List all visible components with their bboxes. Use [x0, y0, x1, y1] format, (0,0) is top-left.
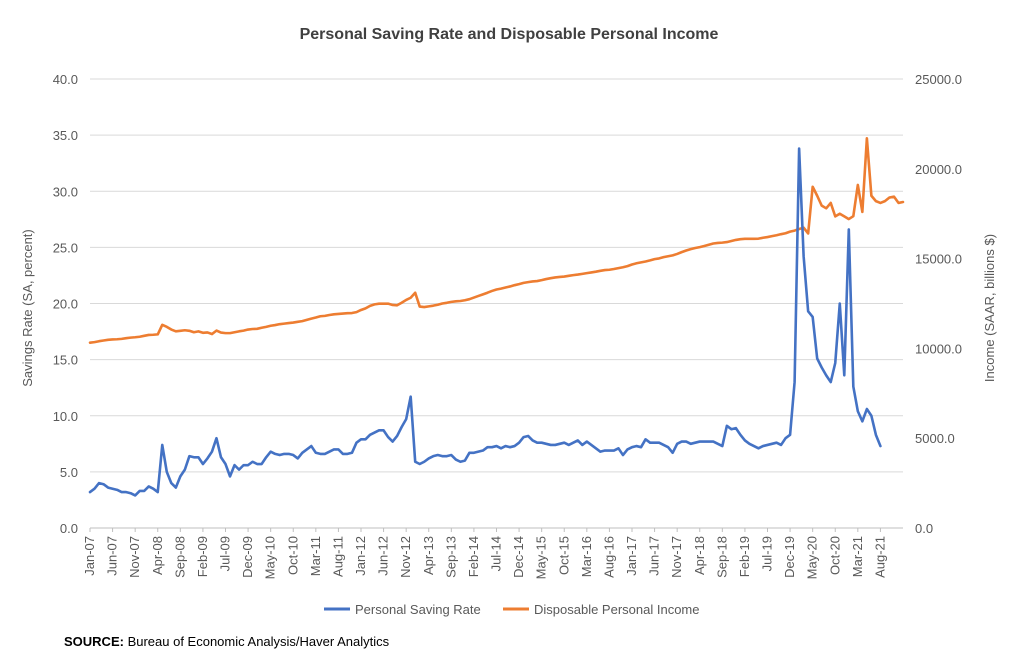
legend-label-disposable-income: Disposable Personal Income: [534, 602, 699, 617]
x-tick-label: Sep-13: [443, 536, 458, 578]
x-tick-label: Jul-14: [489, 536, 504, 571]
x-tick-label: Sep-18: [714, 536, 729, 578]
x-tick-label: Jun-07: [105, 536, 120, 576]
x-tick-label: May-10: [263, 536, 278, 579]
x-tick-label: Oct-20: [827, 536, 842, 575]
left-tick-label: 10.0: [53, 409, 78, 424]
left-tick-label: 20.0: [53, 297, 78, 312]
x-tick-label: Feb-14: [466, 536, 481, 577]
x-tick-label: Jan-12: [353, 536, 368, 576]
x-tick-label: Jun-12: [376, 536, 391, 576]
x-tick-label: Mar-11: [308, 536, 323, 576]
x-tick-label: Nov-12: [398, 536, 413, 578]
right-axis-ticks: 0.0 5000.0 10000.0 15000.0 20000.0 25000.0: [915, 72, 962, 536]
series-lines: [88, 136, 905, 497]
x-axis-ticks: Jan-07 Jun-07 Nov-07 Apr-08 Sep-08 Feb-09 Jul-…: [82, 528, 887, 579]
x-tick-label: Nov-07: [127, 536, 142, 578]
x-tick-label: Jan-17: [624, 536, 639, 576]
x-tick-label: Aug-16: [601, 536, 616, 578]
series-line-disposable-income: [88, 136, 905, 344]
right-tick-label: 25000.0: [915, 72, 962, 87]
x-tick-label: Oct-10: [285, 536, 300, 575]
gridlines: [90, 78, 903, 473]
left-tick-label: 25.0: [53, 240, 78, 255]
right-tick-label: 0.0: [915, 521, 933, 536]
x-tick-label: Feb-19: [737, 536, 752, 577]
right-tick-label: 15000.0: [915, 252, 962, 267]
x-tick-label: May-15: [534, 536, 549, 579]
right-tick-label: 5000.0: [915, 431, 955, 446]
left-tick-label: 5.0: [60, 465, 78, 480]
x-tick-label: Jul-19: [760, 536, 775, 571]
x-tick-label: Sep-08: [172, 536, 187, 578]
x-tick-label: Jul-09: [218, 536, 233, 571]
left-tick-label: 0.0: [60, 521, 78, 536]
x-tick-label: Apr-18: [692, 536, 707, 575]
x-tick-label: Aug-11: [330, 536, 345, 577]
source-note: SOURCE: Bureau of Economic Analysis/Have…: [64, 634, 389, 649]
left-tick-label: 35.0: [53, 128, 78, 143]
legend-label-saving-rate: Personal Saving Rate: [355, 602, 481, 617]
x-tick-label: Mar-16: [579, 536, 594, 577]
source-label: SOURCE:: [64, 634, 124, 649]
x-tick-label: Apr-08: [150, 536, 165, 575]
series-line-saving-rate: [88, 147, 882, 497]
left-tick-label: 30.0: [53, 184, 78, 199]
left-tick-label: 40.0: [53, 72, 78, 87]
x-tick-label: May-20: [805, 536, 820, 579]
x-tick-label: Mar-21: [850, 536, 865, 577]
source-text: Bureau of Economic Analysis/Haver Analyt…: [123, 634, 390, 649]
x-tick-label: Nov-17: [669, 536, 684, 578]
x-tick-label: Dec-19: [782, 536, 797, 578]
x-tick-label: Dec-14: [511, 536, 526, 578]
legend: Personal Saving Rate Disposable Personal…: [324, 602, 699, 617]
x-tick-label: Oct-15: [556, 536, 571, 575]
x-tick-label: Apr-13: [421, 536, 436, 575]
x-tick-label: Jan-07: [82, 536, 97, 576]
chart-title: Personal Saving Rate and Disposable Pers…: [300, 26, 719, 43]
x-tick-label: Aug-21: [872, 536, 887, 578]
right-axis-title: Income (SAAR, billions $): [982, 234, 997, 382]
left-axis-title: Savings Rate (SA, percent): [20, 229, 35, 387]
left-axis-ticks: 0.0 5.0 10.0 15.0 20.0 25.0 30.0 35.0 40.0: [53, 72, 78, 536]
x-tick-label: Dec-09: [240, 536, 255, 578]
x-tick-label: Feb-09: [195, 536, 210, 577]
right-tick-label: 20000.0: [915, 162, 962, 177]
x-tick-label: Jun-17: [647, 536, 662, 576]
left-tick-label: 15.0: [53, 353, 78, 368]
right-tick-label: 10000.0: [915, 341, 962, 356]
